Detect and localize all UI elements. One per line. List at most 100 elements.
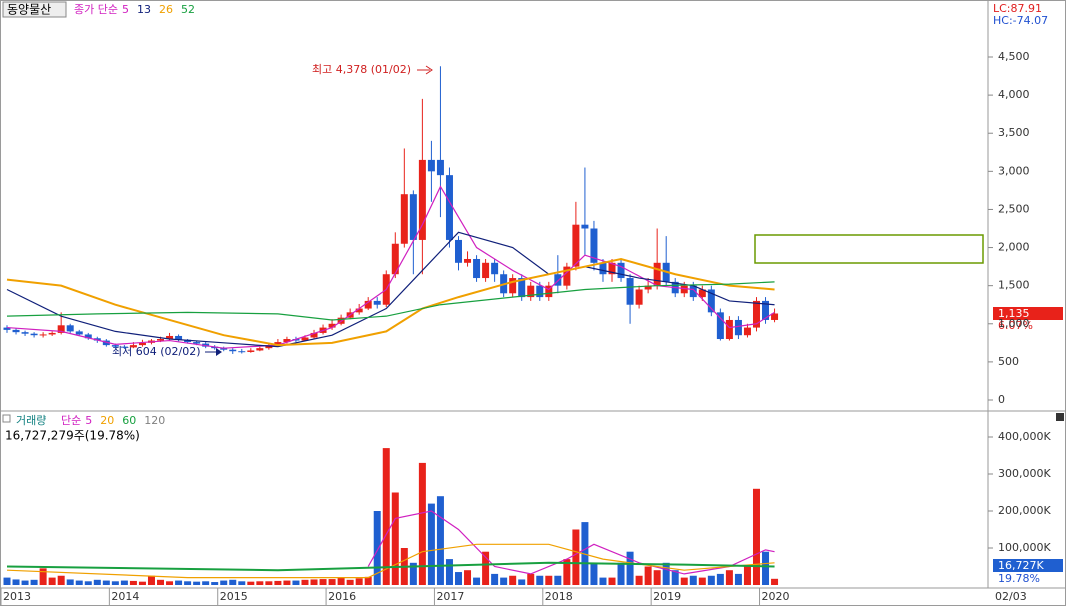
volume-bar [3, 577, 11, 585]
candle-body [734, 319, 742, 336]
volume-bar [102, 580, 110, 585]
volume-bar [310, 579, 318, 585]
last-volume-box [993, 559, 1063, 572]
candle-body [247, 350, 255, 352]
volume-bar [572, 529, 580, 585]
candle-body [752, 300, 760, 328]
volume-bar [157, 579, 165, 585]
candle-body [301, 337, 309, 341]
candle-body [364, 300, 372, 309]
y-tick-label: 4,000 [998, 88, 1030, 101]
candle-body [39, 334, 47, 336]
volume-bar [482, 551, 490, 585]
annotation-arrowhead [425, 65, 433, 75]
ma-line [6, 543, 775, 579]
volume-bar [175, 580, 183, 585]
annotation-high: 최고 4,378 (01/02) [312, 63, 411, 76]
volume-bar [527, 573, 535, 585]
x-tick-label: 2014 [111, 590, 139, 603]
legend-entry: 5 [85, 414, 92, 427]
ma-line [6, 257, 775, 347]
volume-bar [680, 577, 688, 585]
volume-bar [671, 570, 679, 585]
volume-bar [301, 579, 309, 585]
candle-body [599, 262, 607, 275]
volume-bar [689, 575, 697, 585]
volume-bar [391, 492, 399, 585]
stock-name[interactable]: 동양물산 [7, 3, 51, 17]
date-label: 02/03 [995, 590, 1027, 603]
volume-bar [220, 580, 228, 585]
volume-bar [500, 577, 508, 585]
volume-bar [436, 496, 444, 585]
candle-body [120, 346, 128, 348]
volume-bar [554, 575, 562, 585]
volume-bar [319, 579, 327, 585]
y-tick-label: 100,000K [998, 541, 1051, 554]
volume-bar [382, 448, 390, 585]
volume-bar [455, 572, 462, 585]
ma-line [6, 231, 775, 348]
panel-icon[interactable] [2, 414, 11, 423]
volume-bar [238, 581, 246, 585]
candle-body [743, 327, 751, 336]
candle-body [698, 289, 706, 298]
volume-bar [184, 581, 192, 585]
candle-body [3, 327, 11, 330]
volume-bar [608, 577, 616, 585]
volume-bar [734, 573, 742, 585]
volume-bar [229, 579, 237, 585]
volume-bar [743, 566, 751, 585]
y-tick-label: 1,500 [998, 279, 1030, 292]
volume-bar [409, 562, 417, 585]
candle-body [771, 313, 779, 320]
candle-body [12, 329, 20, 333]
volume-bar [12, 579, 20, 585]
volume-bar [57, 575, 65, 585]
candle-body [129, 345, 137, 348]
volume-bar [599, 577, 607, 585]
y-tick-label: 4,500 [998, 50, 1030, 63]
candle-body [283, 339, 291, 343]
candle-body [427, 159, 435, 172]
volume-bar [518, 579, 526, 585]
y-tick-label: 0 [998, 393, 1005, 406]
volume-summary: 16,727,279주(19.78%) [5, 429, 140, 443]
y-tick-label: 300,000K [998, 467, 1051, 480]
candle-body [102, 340, 110, 346]
candle-body [75, 331, 83, 335]
candle-body [193, 342, 201, 344]
volume-name: 거래량 [16, 414, 46, 427]
candle-body [464, 258, 472, 263]
volume-bar [445, 559, 453, 585]
volume-bar [752, 488, 760, 585]
candle-body [373, 300, 381, 305]
volume-bar [256, 581, 264, 585]
x-tick-label: 2013 [3, 590, 31, 603]
candle-body [716, 312, 724, 340]
candle-body [644, 285, 652, 290]
stock-box[interactable] [2, 1, 67, 18]
candle-body [391, 243, 399, 275]
volume-bar [509, 575, 517, 585]
legend-entry: 120 [144, 414, 165, 427]
candle-body [491, 262, 499, 275]
close-button[interactable] [1056, 413, 1064, 421]
candle-body [184, 339, 192, 343]
volume-bar [346, 579, 354, 585]
volume-bar [39, 568, 47, 585]
volume-bar [762, 551, 770, 585]
hc-label: HC:-74.07 [993, 14, 1048, 27]
volume-bar [536, 575, 544, 585]
candle-body [21, 332, 29, 334]
volume-bar [644, 566, 652, 585]
x-tick-label: 2017 [436, 590, 464, 603]
candle-body [175, 335, 183, 340]
ma-line [6, 561, 775, 572]
y-tick-label: 2,500 [998, 202, 1030, 215]
candle-body [220, 348, 228, 350]
y-tick-label: 200,000K [998, 504, 1051, 517]
volume-bar [138, 581, 146, 585]
